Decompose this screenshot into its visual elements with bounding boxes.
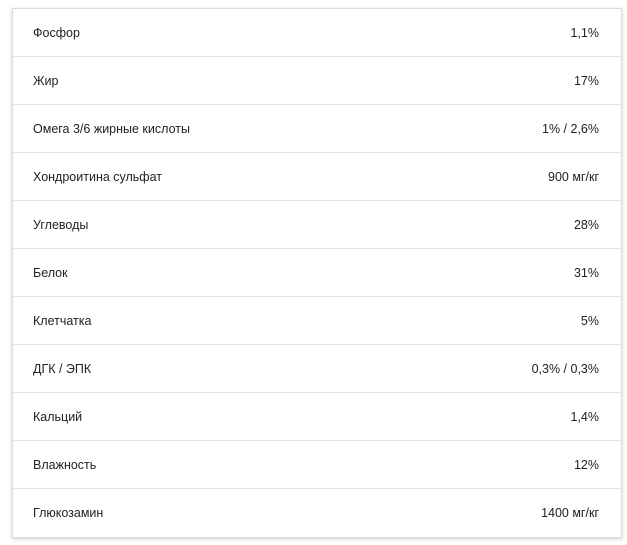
- nutrient-label: Влажность: [33, 457, 97, 472]
- nutrient-value: 1400 мг/кг: [541, 506, 599, 520]
- nutrient-label: Углеводы: [33, 217, 89, 232]
- nutrient-label: Жир: [33, 73, 59, 88]
- nutrient-value: 1% / 2,6%: [542, 121, 599, 136]
- nutrient-value: 5%: [580, 313, 599, 328]
- nutrient-label: Омега 3/6 жирные кислоты: [33, 121, 190, 136]
- table-row: ДГК / ЭПК 0,3% / 0,3%: [13, 345, 621, 393]
- nutrient-value: 12%: [573, 457, 599, 472]
- table-row: Влажность 12%: [13, 441, 621, 489]
- table-row: Жир 17%: [13, 57, 621, 105]
- nutrient-label: Хондроитина сульфат: [33, 169, 162, 184]
- nutrient-label: Фосфор: [33, 25, 80, 40]
- table-row: Клетчатка 5%: [13, 297, 621, 345]
- table-row: Белок 31%: [13, 249, 621, 297]
- nutrient-label: Глюкозамин: [33, 506, 104, 520]
- nutrient-value: 31%: [573, 265, 599, 280]
- nutrient-value: 28%: [573, 217, 599, 232]
- nutrient-value: 1,1%: [570, 25, 600, 40]
- table-row: Фосфор 1,1%: [13, 9, 621, 57]
- nutrient-label: Клетчатка: [33, 313, 92, 328]
- table-row: Хондроитина сульфат 900 мг/кг: [13, 153, 621, 201]
- nutrient-value: 900 мг/кг: [548, 169, 599, 184]
- nutrient-table: Фосфор 1,1% Жир 17% Омега 3/6 жирные кислоты…: [12, 8, 622, 538]
- nutrient-value: 1,4%: [570, 409, 600, 424]
- nutrient-value: 0,3% / 0,3%: [531, 361, 599, 376]
- nutrient-value: 17%: [573, 73, 599, 88]
- nutrient-label: Кальций: [33, 409, 83, 424]
- nutrient-label: ДГК / ЭПК: [33, 361, 92, 376]
- table-row: Глюкозамин 1400 мг/кг: [13, 489, 621, 537]
- table-row: Кальций 1,4%: [13, 393, 621, 441]
- table-row: Омега 3/6 жирные кислоты 1% / 2,6%: [13, 105, 621, 153]
- nutrient-label: Белок: [33, 265, 68, 280]
- table-row: Углеводы 28%: [13, 201, 621, 249]
